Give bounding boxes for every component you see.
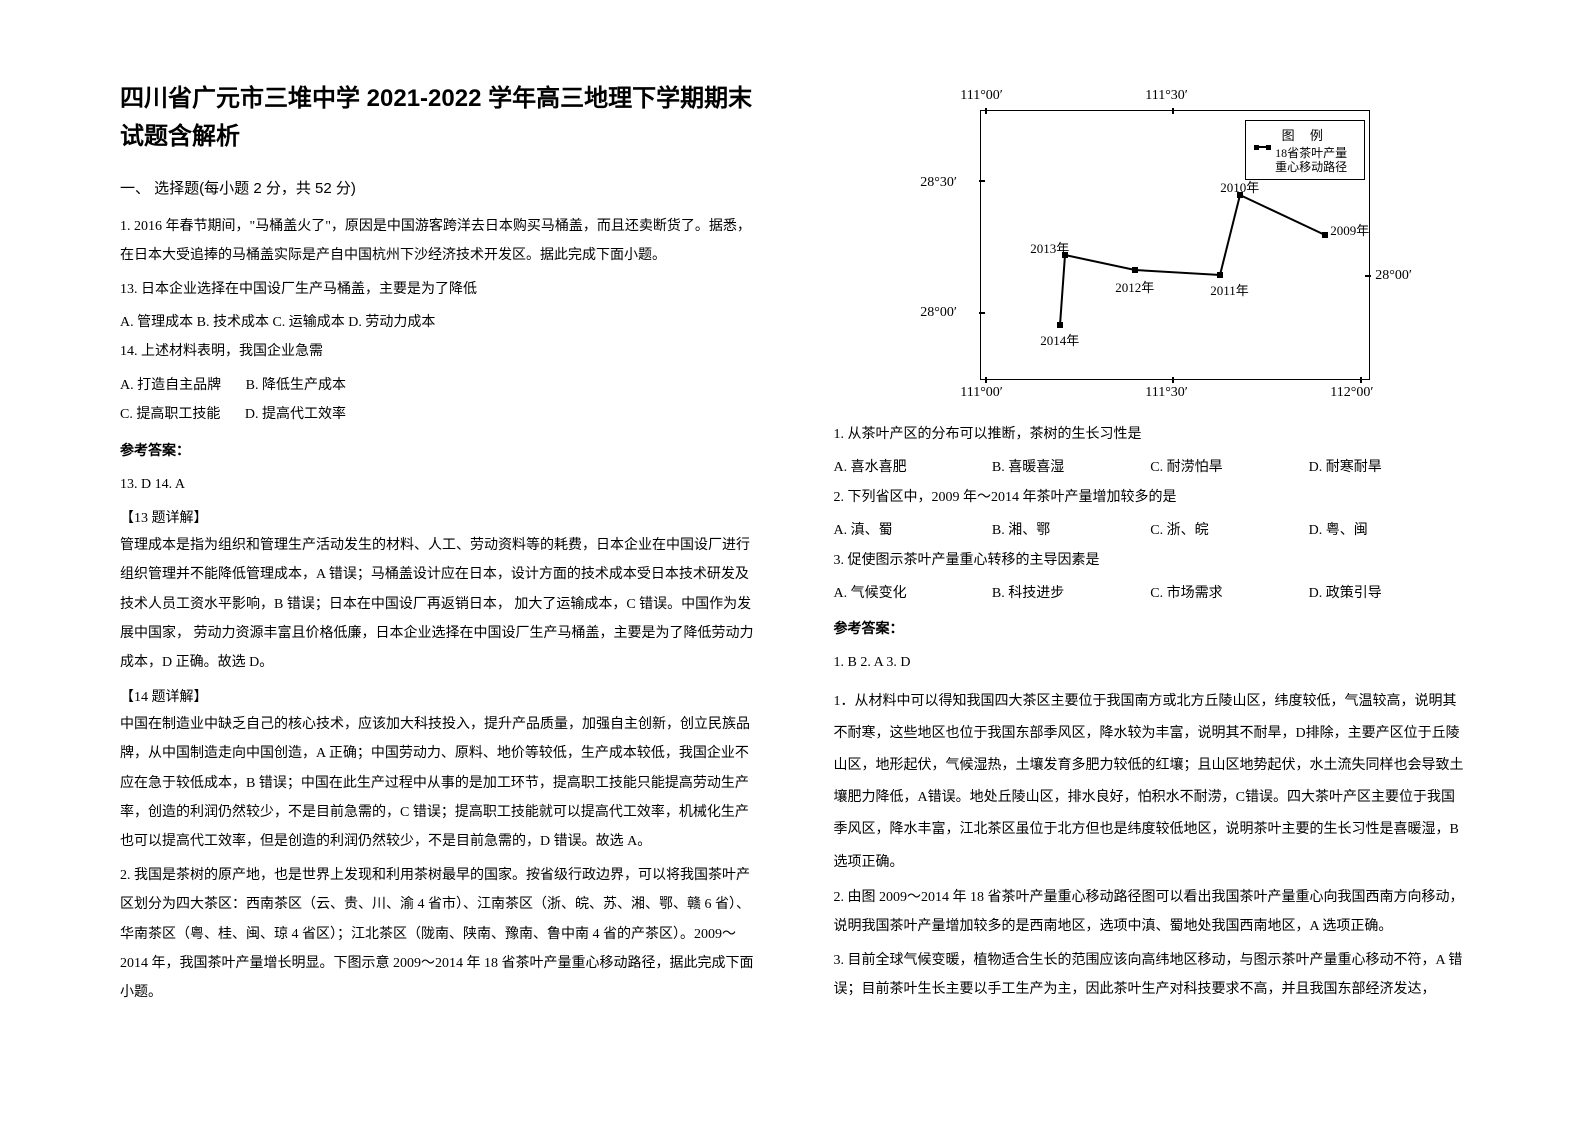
q13-detail-heading: 【13 题详解】 (120, 507, 754, 527)
q14-opt-a: A. 打造自主品牌 (120, 378, 221, 393)
q2-3-d: D. 政策引导 (1309, 579, 1467, 608)
q2-2-b: B. 湘、鄂 (992, 516, 1150, 545)
q14-opt-c: C. 提高职工技能 (120, 407, 220, 422)
q2-answers: 1. B 2. A 3. D (834, 648, 1468, 677)
q2-2-c: C. 浙、皖 (1150, 516, 1308, 545)
q2-1-d: D. 耐寒耐旱 (1309, 453, 1467, 482)
year-2012: 2012年 (1115, 277, 1154, 296)
q2-sub3-options: A. 气候变化 B. 科技进步 C. 市场需求 D. 政策引导 (834, 579, 1468, 608)
q2-sub1: 1. 从茶叶产区的分布可以推断，茶树的生长习性是 (834, 420, 1468, 449)
year-2010: 2010年 (1220, 177, 1259, 196)
q2-sub3: 3. 促使图示茶叶产量重心转移的主导因素是 (834, 546, 1468, 575)
q2-1-b: B. 喜暖喜湿 (992, 453, 1150, 482)
q14-opt-b: B. 降低生产成本 (246, 378, 346, 393)
q1-q14-options-row2: C. 提高职工技能 D. 提高代工效率 (120, 400, 754, 429)
right-column: 111°00′ 111°30′ 111°00′ 111°30′ 112°00′ … (794, 80, 1488, 1082)
q2-2-a: A. 滇、蜀 (834, 516, 992, 545)
q14-detail-heading: 【14 题详解】 (120, 686, 754, 706)
q2-explanation-1: 1．从材料中可以得知我国四大茶区主要位于我国南方或北方丘陵山区，纬度较低，气温较… (834, 686, 1468, 879)
tea-production-chart: 111°00′ 111°30′ 111°00′ 111°30′ 112°00′ … (910, 80, 1390, 410)
marker-2014 (1057, 322, 1063, 328)
q2-3-c: C. 市场需求 (1150, 579, 1308, 608)
section-heading: 一、 选择题(每小题 2 分，共 52 分) (120, 177, 754, 198)
answer-heading-1: 参考答案： (120, 440, 754, 460)
marker-2009 (1322, 232, 1328, 238)
q1-intro: 1. 2016 年春节期间，"马桶盖火了"，原因是中国游客跨洋去日本购买马桶盖，… (120, 212, 754, 271)
q2-1-c: C. 耐涝怕旱 (1150, 453, 1308, 482)
year-2009: 2009年 (1330, 220, 1369, 239)
q14-opt-d: D. 提高代工效率 (245, 407, 346, 422)
q2-explanation-2: 2. 由图 2009～2014 年 18 省茶叶产量重心移动路径图可以看出我国茶… (834, 883, 1468, 942)
q2-intro: 2. 我国是茶树的原产地，也是世界上发现和利用茶树最早的国家。按省级行政边界，可… (120, 861, 754, 1008)
path-svg (910, 80, 1390, 410)
q1-q14: 14. 上述材料表明，我国企业急需 (120, 337, 754, 366)
q2-3-b: B. 科技进步 (992, 579, 1150, 608)
centroid-path (1060, 195, 1325, 325)
q1-q14-options-row1: A. 打造自主品牌 B. 降低生产成本 (120, 371, 754, 400)
year-2014: 2014年 (1040, 330, 1079, 349)
q2-3-a: A. 气候变化 (834, 579, 992, 608)
main-title: 四川省广元市三堆中学 2021-2022 学年高三地理下学期期末试题含解析 (120, 80, 754, 157)
marker-2011 (1217, 272, 1223, 278)
q2-1-a: A. 喜水喜肥 (834, 453, 992, 482)
q2-explanation-3: 3. 目前全球气候变暖，植物适合生长的范围应该向高纬地区移动，与图示茶叶产量重心… (834, 946, 1468, 1005)
marker-2012 (1132, 267, 1138, 273)
year-2011: 2011年 (1210, 280, 1249, 299)
q1-q13: 13. 日本企业选择在中国设厂生产马桶盖，主要是为了降低 (120, 275, 754, 304)
q14-detail: 中国在制造业中缺乏自己的核心技术，应该加大科技投入，提升产品质量，加强自主创新，… (120, 710, 754, 857)
q2-sub2-options: A. 滇、蜀 B. 湘、鄂 C. 浙、皖 D. 粤、闽 (834, 516, 1468, 545)
q1-answers: 13. D 14. A (120, 470, 754, 499)
year-2013: 2013年 (1030, 238, 1069, 257)
q2-2-d: D. 粤、闽 (1309, 516, 1467, 545)
q13-detail: 管理成本是指为组织和管理生产活动发生的材料、人工、劳动资料等的耗费，日本企业在中… (120, 531, 754, 678)
left-column: 四川省广元市三堆中学 2021-2022 学年高三地理下学期期末试题含解析 一、… (100, 80, 794, 1082)
q2-sub1-options: A. 喜水喜肥 B. 喜暖喜湿 C. 耐涝怕旱 D. 耐寒耐旱 (834, 453, 1468, 482)
q1-q13-options: A. 管理成本 B. 技术成本 C. 运输成本 D. 劳动力成本 (120, 308, 754, 337)
q2-sub2: 2. 下列省区中，2009 年～2014 年茶叶产量增加较多的是 (834, 483, 1468, 512)
answer-heading-2: 参考答案： (834, 618, 1468, 638)
